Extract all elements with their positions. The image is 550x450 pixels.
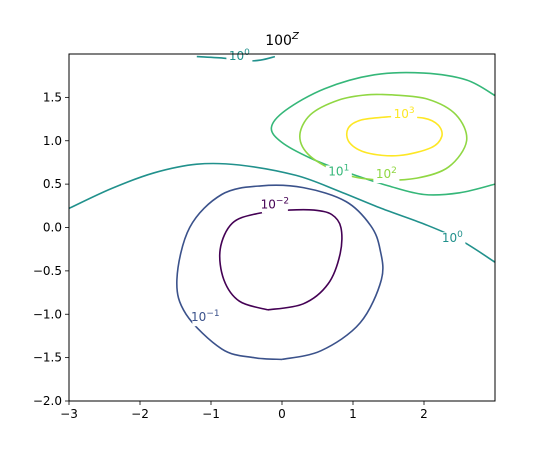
contour-label-bg xyxy=(261,198,288,214)
contour-label-bg xyxy=(373,168,400,184)
y-axis: −2.0 −1.5 −1.0 −0.5 0.0 0.5 1.0 1.5 xyxy=(33,90,69,408)
title-base: 100 xyxy=(265,33,292,49)
x-axis: −3 −2 −1 0 1 2 xyxy=(60,401,428,421)
y-tick-label: −1.0 xyxy=(33,307,62,321)
contour-label-level-1e1: 101 xyxy=(328,163,349,178)
x-tick-label: 0 xyxy=(278,407,286,421)
contour-label-bg xyxy=(325,165,352,181)
contour-label-level-1e2: 102 xyxy=(376,166,397,181)
contour-label-level-1e-2: 10−2 xyxy=(261,196,290,211)
contour-label-bg xyxy=(439,232,466,248)
contour-line-level-1e-1 xyxy=(176,184,384,361)
contour-label-level-1e0: 100 xyxy=(442,230,463,245)
y-tick-label: 0.0 xyxy=(43,221,62,235)
contour-line-level-1e1 xyxy=(270,71,495,196)
contour-lines xyxy=(69,55,495,361)
y-tick-label: 1.5 xyxy=(43,90,62,104)
x-tick-label: 2 xyxy=(420,407,428,421)
title-exponent: Z xyxy=(291,31,300,42)
contour-label-level-1e-1: 10−1 xyxy=(191,309,220,324)
y-tick-label: 0.5 xyxy=(43,177,62,191)
y-tick-label: −1.5 xyxy=(33,351,62,365)
contour-label-bg xyxy=(391,108,418,124)
x-tick-label: −2 xyxy=(131,407,149,421)
x-tick-label: −3 xyxy=(60,407,78,421)
x-tick-label: 1 xyxy=(349,407,357,421)
contour-line-level-1e-2 xyxy=(218,208,343,311)
y-tick-label: 1.0 xyxy=(43,134,62,148)
contour-line-level-1e2 xyxy=(298,93,468,181)
contour-label-bg xyxy=(192,311,219,327)
contour-label-level-1e3: 103 xyxy=(394,106,415,121)
contour-labels: 10−2 10−1 100 100 101 102 103 xyxy=(191,48,466,327)
x-tick-label: −1 xyxy=(202,407,220,421)
contour-line-level-1e0 xyxy=(69,162,495,263)
chart-title: 100Z xyxy=(265,31,300,49)
contour-label-level-1e0: 100 xyxy=(229,48,250,63)
y-tick-label: −2.0 xyxy=(33,394,62,408)
contour-line-level-1e3 xyxy=(345,115,443,157)
y-tick-label: −0.5 xyxy=(33,264,62,278)
